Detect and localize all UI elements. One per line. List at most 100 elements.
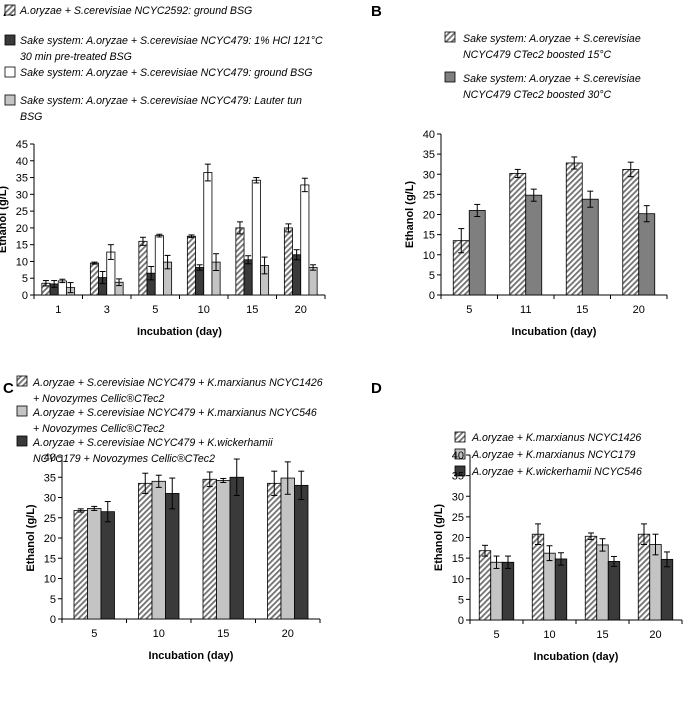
bars-d — [478, 523, 674, 621]
legend-d: A.oryzae + K.marxianus NCYC1426 A.oryzae … — [454, 431, 642, 478]
legend-entry-1-line-1: A.oryzae + K.marxianus NCYC1426 — [471, 432, 641, 444]
bar — [638, 213, 656, 296]
x-tick-label: 15 — [217, 628, 229, 640]
bar — [607, 561, 621, 621]
bars-c — [73, 458, 309, 620]
legend-a: A.oryzae + S.cerevisiae NCYC2592: ground… — [4, 4, 323, 123]
x-axis-title: Incubation (day) — [534, 651, 619, 663]
y-tick-label: 35 — [452, 471, 464, 483]
bar — [195, 267, 205, 296]
y-tick-label: 40 — [423, 129, 435, 141]
y-tick-label: 25 — [423, 189, 435, 201]
x-tick-label: 5 — [91, 628, 97, 640]
y-axis-title: Ethanol (g/L) — [433, 504, 445, 572]
bar — [138, 240, 148, 296]
legend-b: Sake system: A.oryzae + S.cerevisiae NCYC… — [444, 31, 641, 101]
bar — [565, 162, 583, 296]
bar — [581, 198, 599, 296]
legend-entry-4-line-1: Sake system: A.oryzae + S.cerevisiae NCY… — [20, 95, 302, 107]
x-axis-title: Incubation (day) — [137, 326, 222, 338]
bar — [283, 227, 293, 296]
bar — [490, 561, 503, 621]
legend-swatch-1 — [4, 4, 16, 16]
panel-c: C A.oryzae + S.cerevisiae NCYC479 + K.mar… — [3, 375, 323, 662]
axes-c: 0 5 10 15 20 25 30 35 40 5 10 15 20 Incubation (day) E… — [25, 452, 321, 662]
legend-swatch-3 — [454, 465, 466, 477]
legend-entry-2-line-2: 30 min pre-treated BSG — [20, 51, 132, 63]
legend-entry-2-line-1: Sake system: A.oryzae + S.cerevisiae — [463, 73, 641, 85]
y-tick-label: 0 — [458, 615, 464, 627]
x-tick-label: 20 — [633, 304, 645, 316]
bar — [584, 535, 598, 621]
x-tick-label: 20 — [295, 304, 307, 316]
legend-entry-1-line-1: A.oryzae + S.cerevisiae NCYC2592: ground… — [19, 5, 252, 17]
legend-swatch-1 — [454, 431, 466, 443]
bar — [280, 477, 295, 620]
x-tick-label: 20 — [649, 629, 661, 641]
y-tick-label: 20 — [44, 533, 56, 545]
panel-b: B Sake system: A.oryzae + S.cerevisiae NCY… — [371, 3, 668, 338]
x-tick-label: 5 — [493, 629, 499, 641]
bar — [251, 179, 261, 296]
panel-letter-d: D — [371, 380, 382, 397]
bar — [300, 184, 310, 296]
legend-entry-1-line-1: Sake system: A.oryzae + S.cerevisiae — [463, 33, 641, 45]
axes-d: 0 5 10 15 20 25 30 35 40 5 10 15 20 Incubation (day) E… — [433, 450, 683, 663]
x-tick-label: 15 — [576, 304, 588, 316]
y-tick-label: 15 — [44, 553, 56, 565]
y-tick-label: 35 — [423, 149, 435, 161]
y-axis-title: Ethanol (g/L) — [25, 504, 37, 572]
y-tick-label: 5 — [458, 594, 464, 606]
y-tick-label: 20 — [452, 533, 464, 545]
x-tick-label: 10 — [198, 304, 210, 316]
bar — [235, 227, 245, 296]
y-tick-label: 5 — [22, 273, 28, 285]
bar — [151, 480, 166, 620]
bar — [294, 484, 309, 620]
legend-swatch-4 — [4, 94, 16, 106]
bar — [229, 476, 244, 620]
y-tick-label: 20 — [16, 223, 28, 235]
y-tick-label: 10 — [44, 574, 56, 586]
legend-swatch-2 — [444, 71, 456, 83]
legend-swatch-1 — [444, 31, 456, 43]
bar — [649, 544, 662, 621]
x-tick-label: 5 — [466, 304, 472, 316]
bar — [525, 194, 543, 296]
y-axis-title: Ethanol (g/L) — [0, 186, 9, 254]
y-tick-label: 40 — [16, 156, 28, 168]
y-tick-label: 15 — [16, 240, 28, 252]
y-tick-label: 40 — [44, 452, 56, 464]
y-tick-label: 40 — [452, 450, 464, 462]
legend-swatch-2 — [4, 34, 16, 46]
bar — [501, 561, 515, 621]
legend-entry-2-line-2: + Novozymes Cellic®CTec2 — [33, 423, 164, 435]
legend-entry-2-line-1: Sake system: A.oryzae + S.cerevisiae NCY… — [20, 35, 323, 47]
bar — [87, 508, 102, 620]
x-tick-label: 15 — [596, 629, 608, 641]
bar — [478, 550, 492, 621]
y-tick-label: 0 — [22, 290, 28, 302]
x-tick-label: 10 — [153, 628, 165, 640]
legend-entry-3-line-1: Sake system: A.oryzae + S.cerevisiae NCY… — [20, 67, 313, 79]
legend-swatch-3 — [4, 66, 16, 78]
panel-d: D A.oryzae + K.marxianus NCYC1426A.oryzae… — [371, 380, 683, 663]
bar — [267, 482, 282, 620]
bars-a — [41, 163, 318, 296]
bar — [186, 235, 196, 296]
x-tick-label: 3 — [104, 304, 110, 316]
y-tick-label: 10 — [452, 574, 464, 586]
y-tick-label: 30 — [423, 169, 435, 181]
y-tick-label: 25 — [16, 206, 28, 218]
y-tick-label: 30 — [44, 493, 56, 505]
y-tick-label: 0 — [429, 290, 435, 302]
y-tick-label: 45 — [16, 139, 28, 151]
bar — [100, 511, 115, 620]
y-tick-label: 30 — [16, 189, 28, 201]
legend-entry-4-line-2: BSG — [20, 111, 42, 123]
y-tick-label: 35 — [44, 472, 56, 484]
legend-entry-2-line-2: NCYC479 CTec2 boosted 30°C — [463, 89, 611, 101]
bar — [543, 552, 556, 621]
bar — [165, 493, 180, 620]
